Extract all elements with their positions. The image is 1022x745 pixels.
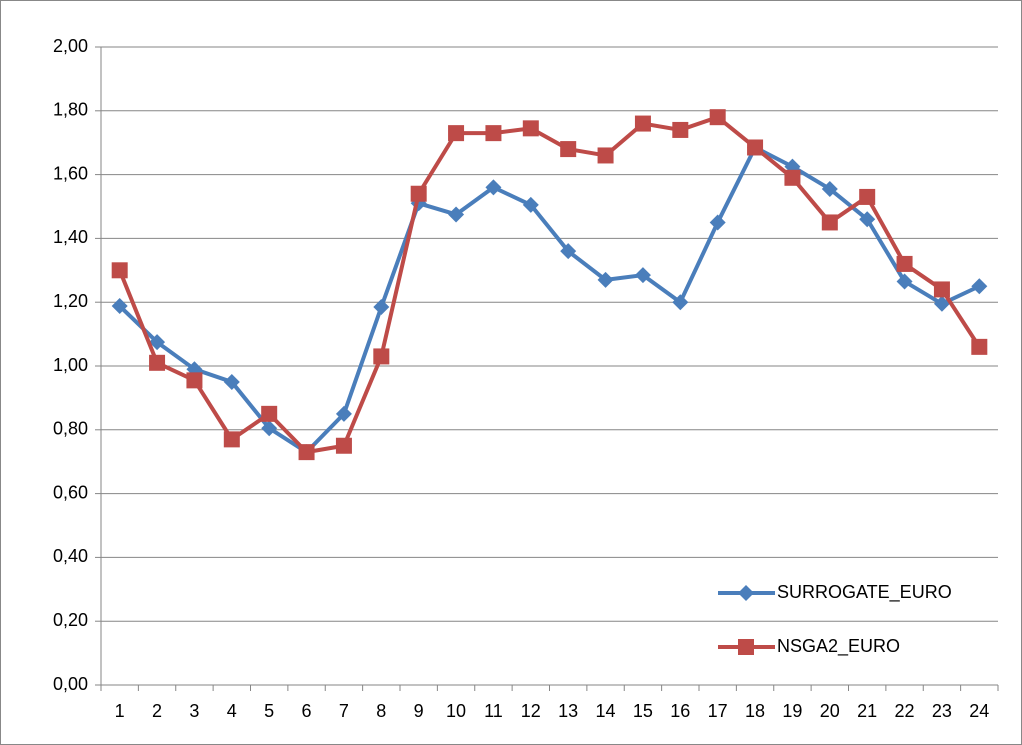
x-tick-label: 17	[708, 701, 728, 721]
data-point	[335, 405, 352, 422]
data-point	[821, 214, 838, 231]
x-tick-label: 7	[339, 701, 349, 721]
x-tick-label: 1	[115, 701, 125, 721]
legend-marker	[738, 585, 754, 601]
data-point	[560, 243, 577, 260]
data-point	[859, 188, 876, 205]
y-tick-label: 1,60	[53, 163, 88, 183]
data-point	[821, 180, 838, 197]
x-tick-label: 6	[302, 701, 312, 721]
x-tick-label: 8	[376, 701, 386, 721]
x-tick-label: 14	[596, 701, 616, 721]
data-point	[747, 139, 764, 156]
data-point	[522, 120, 539, 137]
data-point	[896, 255, 913, 272]
data-point	[485, 179, 502, 196]
y-tick-label: 2,00	[53, 36, 88, 56]
data-point	[186, 372, 203, 389]
y-tick-label: 0,60	[53, 482, 88, 502]
x-tick-label: 4	[227, 701, 237, 721]
y-tick-label: 0,20	[53, 610, 88, 630]
data-point	[149, 354, 166, 371]
data-point	[522, 196, 539, 213]
data-point	[373, 348, 390, 365]
data-point	[298, 444, 315, 461]
y-tick-label: 1,40	[53, 227, 88, 247]
data-point	[672, 294, 689, 311]
y-tick-label: 1,20	[53, 291, 88, 311]
x-tick-label: 22	[895, 701, 915, 721]
x-tick-label: 23	[932, 701, 952, 721]
y-tick-label: 1,00	[53, 355, 88, 375]
data-point	[261, 405, 278, 422]
x-tick-label: 2	[152, 701, 162, 721]
y-tick-label: 0,40	[53, 546, 88, 566]
y-tick-label: 0,80	[53, 419, 88, 439]
x-tick-label: 10	[446, 701, 466, 721]
x-tick-label: 12	[521, 701, 541, 721]
data-point	[261, 420, 278, 437]
x-tick-label: 15	[633, 701, 653, 721]
x-tick-label: 16	[670, 701, 690, 721]
data-point	[634, 115, 651, 132]
x-tick-label: 11	[484, 701, 503, 721]
data-point	[971, 338, 988, 355]
data-point	[933, 295, 950, 312]
x-tick-label: 24	[969, 701, 989, 721]
data-point	[560, 141, 577, 158]
x-tick-label: 13	[558, 701, 578, 721]
data-point	[223, 373, 240, 390]
x-tick-label: 19	[782, 701, 802, 721]
data-point	[223, 431, 240, 448]
data-point	[709, 214, 726, 231]
x-tick-label: 5	[264, 701, 274, 721]
data-point	[111, 298, 128, 315]
data-point	[597, 271, 614, 288]
y-tick-label: 1,80	[53, 100, 88, 120]
x-tick-label: 18	[745, 701, 765, 721]
data-point	[111, 262, 128, 279]
data-point	[933, 281, 950, 298]
x-tick-label: 21	[857, 701, 877, 721]
data-point	[859, 211, 876, 228]
x-tick-label: 9	[414, 701, 424, 721]
data-point	[373, 298, 390, 315]
data-point	[896, 273, 913, 290]
x-tick-label: 20	[820, 701, 840, 721]
data-point	[709, 109, 726, 126]
data-point	[448, 206, 465, 223]
x-tick-label: 3	[189, 701, 199, 721]
data-point	[448, 125, 465, 142]
data-point	[410, 185, 427, 202]
data-point	[971, 278, 988, 295]
legend-marker	[738, 639, 754, 655]
data-point	[784, 169, 801, 186]
y-tick-label: 0,00	[53, 674, 88, 694]
data-point	[149, 334, 166, 351]
data-point	[597, 147, 614, 164]
data-point	[634, 267, 651, 284]
legend-label: SURROGATE_EURO	[777, 582, 952, 603]
data-point	[335, 437, 352, 454]
legend-label: NSGA2_EURO	[777, 636, 900, 657]
data-point	[672, 121, 689, 138]
data-point	[485, 125, 502, 142]
